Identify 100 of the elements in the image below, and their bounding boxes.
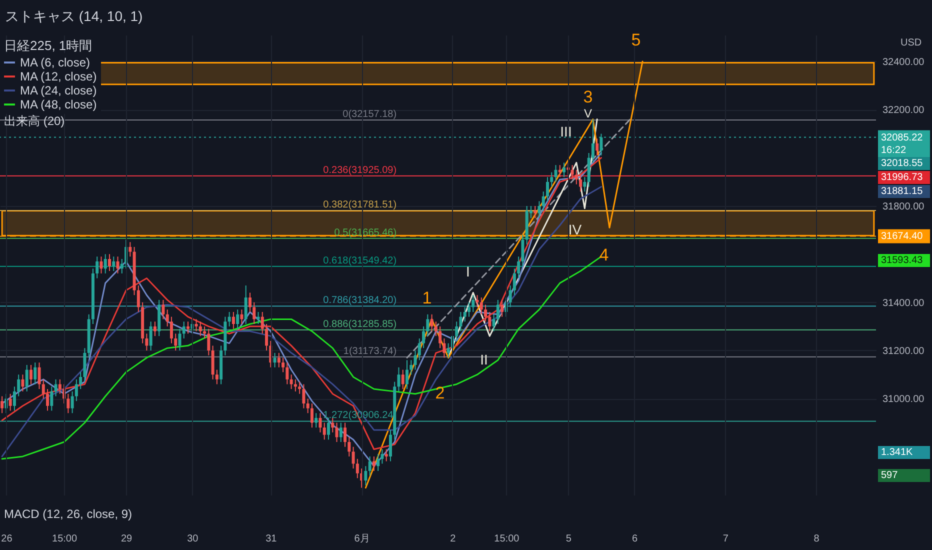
candlestick (558, 164, 562, 178)
x-tick-label: 26 (1, 534, 13, 544)
x-tick-label: 15:00 (52, 534, 78, 544)
x-tick-label: 6 (632, 534, 638, 544)
ref-line-label: 0.382(31781.51) (323, 199, 397, 210)
candlestick (306, 398, 310, 414)
annotation: IV (568, 222, 582, 238)
candlestick (170, 316, 173, 344)
legend-label: MA (12, close) (20, 70, 97, 84)
candlestick (380, 448, 384, 464)
candlestick (298, 381, 302, 394)
candlestick (310, 402, 314, 428)
candlestick (426, 314, 430, 337)
candlestick (260, 311, 264, 334)
candlestick (46, 388, 50, 412)
candlestick (166, 309, 169, 327)
text: 31881.15 (878, 185, 930, 198)
candlestick (70, 390, 74, 414)
candlestick (79, 372, 82, 390)
candlestick (401, 369, 404, 390)
text: 31996.73 (878, 171, 930, 184)
annotation: II (480, 352, 488, 368)
candlestick (418, 338, 421, 361)
candlestick (488, 311, 492, 332)
x-tick-label: 8 (814, 534, 820, 544)
y-tick-label: 32200.00 (882, 105, 925, 116)
text: 1.341K (878, 446, 930, 459)
candlestick (228, 311, 231, 327)
candlestick (116, 256, 120, 274)
x-tick-label: 5 (566, 534, 572, 544)
candlestick (579, 174, 582, 192)
candlestick (318, 412, 322, 433)
candlestick (128, 242, 132, 258)
candlestick (112, 256, 116, 272)
candlestick (335, 422, 338, 443)
candlestick (34, 362, 37, 385)
ref-line-label: 0.236(31925.09) (323, 164, 397, 176)
candlestick (198, 321, 202, 337)
legend-label: MA (24, close) (20, 84, 97, 98)
candlestick (215, 369, 218, 385)
candlestick (397, 366, 400, 392)
candlestick (583, 176, 586, 192)
candlestick (273, 352, 276, 368)
x-tick-label: 15:00 (494, 534, 520, 544)
x-tick-label: 6月 (354, 534, 370, 544)
candlestick (104, 254, 107, 274)
annotation: I (466, 264, 470, 280)
candlestick (58, 378, 62, 394)
candlestick (376, 454, 380, 472)
candlestick (480, 297, 483, 315)
x-tick-label: 2 (450, 534, 456, 544)
y-tick-label: 31800.00 (882, 201, 925, 212)
candlestick (96, 256, 99, 279)
candlestick (542, 191, 545, 212)
text: ストキャス (14, 10, 1) (5, 8, 143, 24)
candlestick (348, 436, 351, 457)
candlestick (8, 393, 12, 412)
candlestick (574, 169, 578, 185)
candlestick (446, 342, 450, 358)
candlestick (203, 326, 206, 339)
x-tick-label: 7 (722, 534, 729, 544)
candlestick (282, 357, 285, 373)
ref-line-label: 31674.40 (881, 231, 924, 242)
legend-label: MA (6, close) (20, 56, 90, 70)
y-axis-title: USD (900, 38, 922, 48)
candlestick (388, 429, 392, 462)
annotation: 5 (631, 30, 641, 50)
candlestick (265, 324, 268, 351)
candlestick (521, 234, 524, 267)
candlestick (414, 350, 417, 370)
ref-line-label: 0.886(31285.85) (323, 318, 397, 330)
candlestick (596, 138, 599, 156)
candlestick (434, 321, 438, 337)
annotation: 出来高 (20) (4, 114, 65, 128)
candlestick (149, 321, 152, 351)
annotation: 4 (599, 246, 609, 264)
ref-line-label: 32085.22 (881, 132, 924, 144)
y-tick-label: 31200.00 (882, 346, 925, 357)
candlestick (0, 396, 4, 414)
x-tick-label: 31 (266, 534, 278, 544)
candlestick (145, 333, 148, 351)
annotation: V (584, 106, 592, 120)
y-tick-label: 31000.00 (882, 394, 925, 406)
candlestick (74, 378, 78, 402)
candlestick (66, 393, 70, 414)
annotation: 2 (435, 384, 445, 402)
candlestick (570, 164, 574, 180)
candlestick (232, 311, 235, 330)
candlestick (372, 456, 376, 472)
candlestick (384, 448, 388, 462)
candlestick (21, 374, 24, 392)
ref-line-label: 1(31173.74) (343, 346, 397, 357)
candlestick (294, 378, 297, 392)
candlestick (252, 302, 256, 325)
text: 597 (878, 469, 930, 482)
candlestick (500, 299, 504, 318)
candlestick (562, 162, 566, 178)
candlestick (290, 374, 293, 390)
candlestick (302, 384, 306, 409)
candlestick (17, 374, 20, 397)
